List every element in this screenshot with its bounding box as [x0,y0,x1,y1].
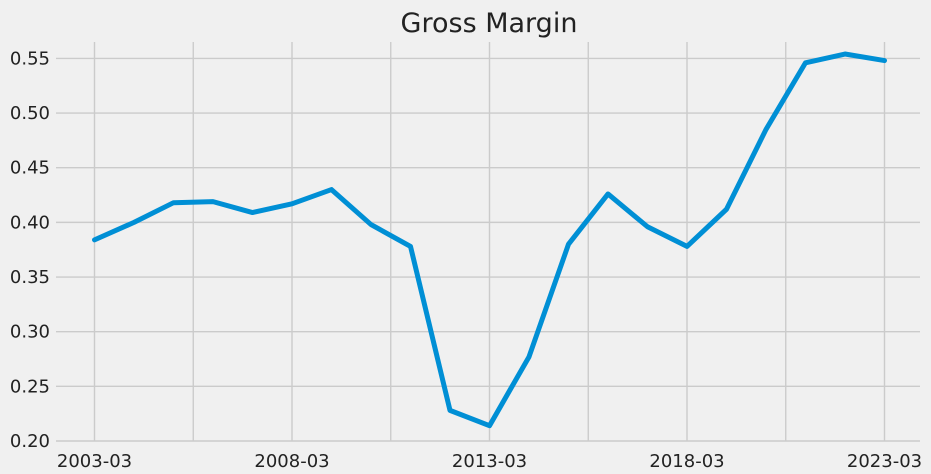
y-tick-label: 0.30 [10,322,50,343]
x-tick-label: 2013-03 [452,451,527,472]
y-tick-label: 0.55 [10,48,50,69]
chart-title: Gross Margin [401,8,578,39]
series-layer [92,51,887,429]
y-tick-label: 0.20 [10,431,50,452]
y-tick-label: 0.50 [10,103,50,124]
x-tick-label: 2023-03 [847,451,922,472]
x-axis-ticks: 2003-03 2008-03 2013-03 2018-03 2023-03 [57,451,922,472]
x-tick-label: 2003-03 [57,451,132,472]
x-tick-label: 2018-03 [649,451,724,472]
y-tick-label: 0.35 [10,267,50,288]
x-tick-label: 2008-03 [254,451,329,472]
grid [56,42,920,442]
y-tick-label: 0.45 [10,158,50,179]
y-tick-label: 0.40 [10,212,50,233]
gross-margin-line [92,51,887,429]
y-axis-ticks: 0.20 0.25 0.30 0.35 0.40 0.45 0.50 0.55 [10,48,50,452]
y-tick-label: 0.25 [10,376,50,397]
